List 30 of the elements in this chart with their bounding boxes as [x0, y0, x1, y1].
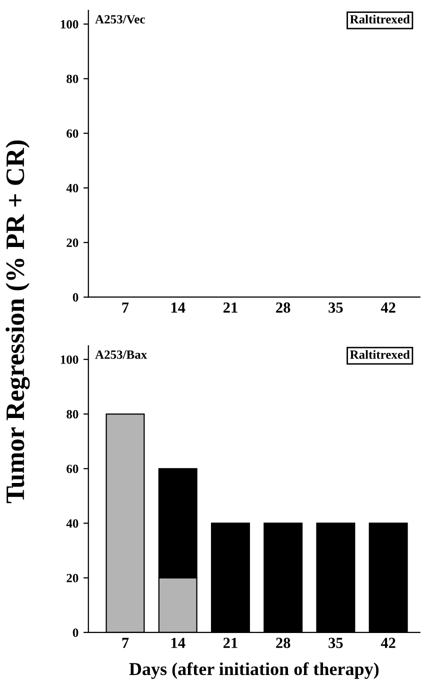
- y-tick-label: 80: [66, 410, 78, 418]
- y-tick-label: 20: [66, 574, 78, 582]
- x-tick-label: 21: [223, 638, 238, 648]
- y-axis-title: Tumor Regression (% PR + CR): [6, 140, 30, 504]
- x-tick-label: 7: [122, 302, 129, 313]
- y-tick-label: 80: [66, 74, 78, 84]
- y-tick-label: 20: [66, 238, 78, 247]
- annotation: A253/Bax: [95, 350, 148, 359]
- x-tick-label: 35: [328, 638, 343, 648]
- x-tick-label: 7: [122, 638, 129, 648]
- y-tick-label: 60: [66, 464, 78, 474]
- x-tick-label: 28: [276, 638, 290, 648]
- x-axis-title: Days (after initiation of therapy): [129, 662, 379, 679]
- x-tick-label: 14: [171, 302, 186, 313]
- x-tick-label: 14: [171, 638, 186, 648]
- annotation: A253/Vec: [95, 15, 145, 24]
- y-tick-label: 60: [66, 129, 78, 138]
- x-tick-label: 35: [328, 302, 343, 313]
- y-tick-label: 40: [66, 184, 78, 192]
- x-tick-label: 28: [276, 302, 290, 313]
- x-tick-label: 42: [380, 302, 396, 313]
- y-tick-label: 100: [60, 355, 78, 364]
- x-tick-label: 42: [380, 638, 396, 648]
- annotation: Raltitrexed: [350, 350, 410, 359]
- y-tick-label: 0: [72, 293, 78, 302]
- y-tick-label: 100: [60, 20, 78, 29]
- x-tick-label: 21: [223, 302, 238, 313]
- y-tick-label: 40: [66, 519, 78, 528]
- y-tick-label: 0: [72, 628, 78, 637]
- annotation: Raltitrexed: [350, 14, 410, 24]
